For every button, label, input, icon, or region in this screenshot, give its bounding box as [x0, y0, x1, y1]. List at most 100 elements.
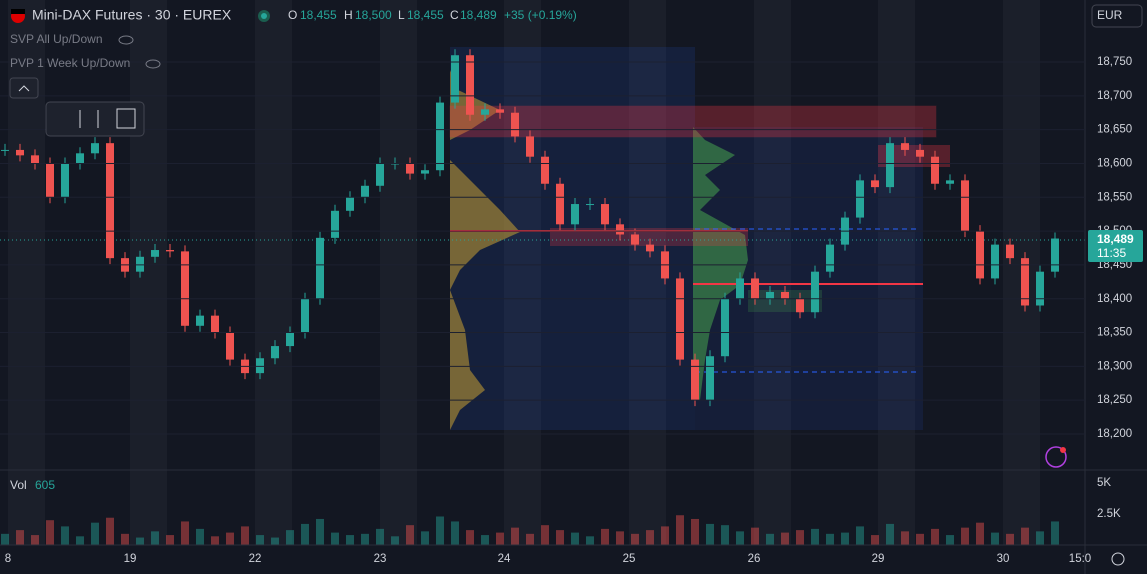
candle [91, 143, 99, 154]
candle [646, 244, 654, 252]
ohlc-label: L [398, 8, 405, 22]
indicator-label[interactable]: PVP 1 Week Up/Down [10, 56, 130, 70]
candle [691, 359, 699, 401]
candle [1036, 271, 1044, 306]
indicator-label[interactable]: SVP All Up/Down [10, 32, 103, 46]
candle [256, 358, 264, 374]
ohlc-label: O [288, 8, 297, 22]
volume-bar [361, 533, 369, 545]
volume-value: 605 [35, 478, 55, 492]
volume-bar [166, 535, 174, 545]
volume-bar [301, 523, 309, 545]
candle [76, 153, 84, 164]
volume-bar [391, 536, 399, 545]
volume-bar [1036, 531, 1044, 545]
candle [46, 163, 54, 198]
volume-bar [721, 525, 729, 545]
zone-box [449, 105, 937, 138]
volume-bar [106, 517, 114, 545]
ohlc-value: 18,455 [300, 8, 337, 22]
status-dot [261, 13, 267, 19]
volume-bar [241, 526, 249, 545]
session-band [754, 0, 791, 545]
volume-bar [556, 530, 564, 545]
volume-bar [766, 533, 774, 545]
candles [1, 49, 1059, 407]
ohlc-label: C [450, 8, 459, 22]
volume-label: Vol [10, 478, 27, 492]
volume-bar [256, 535, 264, 545]
rect-tool[interactable] [116, 108, 136, 129]
candle [301, 298, 309, 333]
alert-icon[interactable] [1045, 446, 1067, 468]
volume-bars [1, 515, 1059, 545]
price-tag [1088, 230, 1143, 262]
candle [1006, 244, 1014, 259]
volume-bar [46, 520, 54, 545]
volume-bar [316, 518, 324, 545]
candle [916, 149, 924, 157]
candle [226, 332, 234, 360]
y-tick-label: 18,600 [1097, 157, 1132, 169]
volume-bar [901, 531, 909, 545]
currency[interactable]: EUR [1097, 8, 1123, 22]
candle [166, 250, 174, 252]
volume-bar [691, 518, 699, 545]
volume-bar [661, 526, 669, 545]
candle [736, 278, 744, 299]
volume-bar [91, 522, 99, 545]
candle [451, 55, 459, 103]
volume-bar [1, 533, 9, 545]
hide-icon[interactable] [118, 35, 134, 45]
settings-icon[interactable] [1111, 552, 1125, 566]
v-tick-label: 2.5K [1097, 508, 1121, 520]
volume-bar [406, 525, 414, 545]
candle [961, 180, 969, 232]
change: +35 (+0.19%) [504, 8, 577, 22]
volume-bar [181, 521, 189, 545]
x-tick-label: 22 [249, 553, 262, 565]
hide-icon[interactable] [145, 59, 161, 69]
volume-bar [271, 537, 279, 545]
ohlc-value: 18,500 [355, 8, 392, 22]
candle [526, 136, 534, 157]
x-tick-label: 19 [124, 553, 137, 565]
volume-bar [541, 525, 549, 545]
y-tick-label: 18,550 [1097, 191, 1132, 203]
candle [376, 163, 384, 186]
candle [271, 346, 279, 359]
volume-bar [586, 536, 594, 545]
volume-bar [331, 532, 339, 545]
collapse-button[interactable] [9, 77, 39, 99]
volume-bar [61, 526, 69, 545]
volume-bar [196, 528, 204, 545]
candle [931, 156, 939, 184]
volume-bar [961, 527, 969, 545]
candle [61, 163, 69, 198]
candle [481, 109, 489, 115]
volume-bar [226, 532, 234, 545]
currency-button[interactable] [1091, 4, 1143, 28]
price-tag-time: 11:35 [1097, 246, 1126, 260]
volume-bar [421, 531, 429, 545]
x-tick-label: 23 [374, 553, 387, 565]
candle [106, 143, 114, 259]
volume-bar [811, 528, 819, 545]
volume-bar [496, 532, 504, 545]
symbol-title[interactable]: Mini-DAX Futures · 30 · EUREX [32, 7, 232, 23]
session-bands [8, 0, 1040, 545]
y-tick-label: 18,650 [1097, 124, 1132, 136]
volume-bar [31, 535, 39, 545]
candle [406, 163, 414, 174]
candle [556, 183, 564, 225]
volume-bar [631, 533, 639, 545]
volume-bar [796, 530, 804, 545]
drawing-toolbar [45, 101, 145, 137]
volume-bar [946, 535, 954, 545]
volume-bar [121, 533, 129, 545]
volume-bar [511, 527, 519, 545]
candle [856, 180, 864, 218]
candle [211, 315, 219, 333]
